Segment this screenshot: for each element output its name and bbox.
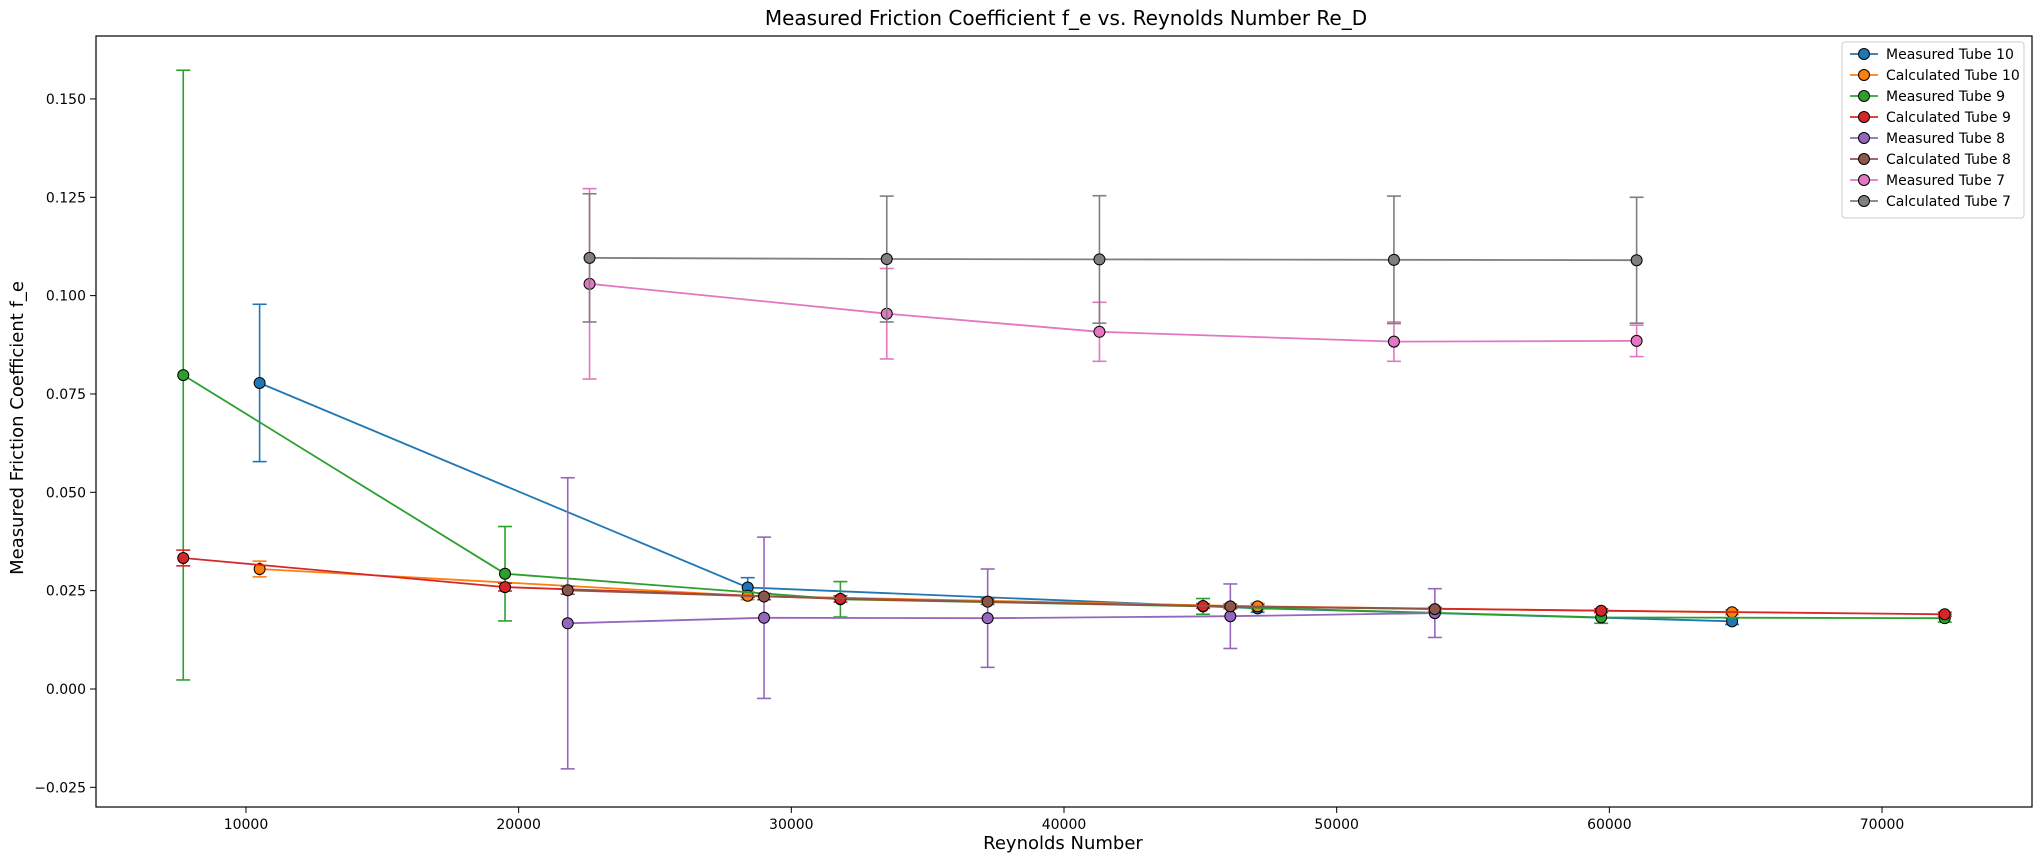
chart-title: Measured Friction Coefficient f_e vs. Re… — [765, 6, 1367, 30]
y-tick-label: 0.050 — [46, 485, 86, 501]
x-tick-label: 40000 — [1042, 817, 1087, 833]
series-2 — [176, 69, 1952, 681]
legend-marker — [1858, 69, 1870, 81]
series-line — [183, 557, 1945, 616]
data-point — [561, 617, 574, 630]
y-tick-label: 0.100 — [46, 289, 86, 305]
y-tick-label: 0.000 — [46, 682, 86, 698]
series-line — [567, 612, 1435, 625]
data-point — [1630, 334, 1643, 347]
series-line — [589, 282, 1637, 343]
legend-entry-6: Measured Tube 7 — [1850, 173, 2005, 189]
data-point — [1428, 603, 1441, 616]
y-tick-label: 0.125 — [46, 190, 86, 206]
y-tick-label: −0.025 — [34, 780, 86, 796]
legend-label: Measured Tube 9 — [1886, 89, 2005, 105]
legend-entry-4: Measured Tube 8 — [1850, 131, 2005, 147]
y-tick-label: 0.025 — [46, 584, 86, 600]
legend-label: Measured Tube 8 — [1886, 131, 2005, 147]
legend-box — [1841, 41, 2025, 219]
x-tick-label: 70000 — [1860, 817, 1905, 833]
legend-entry-0: Measured Tube 10 — [1850, 47, 2014, 63]
data-point — [1938, 608, 1951, 621]
x-tick-label: 10000 — [224, 817, 269, 833]
series-line — [259, 568, 1733, 614]
x-tick-label: 60000 — [1587, 817, 1632, 833]
data-point — [758, 590, 771, 603]
data-point — [1387, 253, 1400, 266]
legend-entry-7: Calculated Tube 7 — [1850, 194, 2011, 210]
data-point — [880, 253, 893, 266]
y-axis-label: Measured Friction Coefficient f_e — [7, 281, 28, 575]
legend-entry-3: Calculated Tube 9 — [1850, 110, 2011, 126]
x-axis-label: Reynolds Number — [983, 833, 1143, 854]
legend-label: Calculated Tube 9 — [1886, 110, 2011, 126]
series-6 — [582, 187, 1644, 380]
legend-marker — [1858, 153, 1870, 165]
data-point — [253, 376, 266, 389]
legend-label: Measured Tube 10 — [1886, 47, 2014, 63]
axes: 10000 20000 30000 40000 50000 60000 70000 −0.02… — [34, 35, 2033, 833]
legend-marker — [1858, 48, 1870, 60]
data-point — [1093, 325, 1106, 338]
x-tick-label: 50000 — [1314, 817, 1359, 833]
legend-marker — [1858, 195, 1870, 207]
data-point — [253, 563, 266, 576]
data-point — [177, 369, 190, 382]
data-point — [1595, 604, 1608, 617]
data-point — [1093, 253, 1106, 266]
legend-marker — [1858, 132, 1870, 144]
data-point — [561, 584, 574, 597]
legend-marker — [1858, 111, 1870, 123]
series-line — [589, 257, 1637, 262]
plot-area — [176, 69, 1952, 770]
legend-entry-5: Calculated Tube 8 — [1850, 152, 2011, 168]
series-3 — [176, 549, 1952, 621]
data-point — [583, 251, 596, 264]
y-tick-label: 0.075 — [46, 387, 86, 403]
series-4 — [560, 476, 1442, 770]
data-point — [981, 595, 994, 608]
data-point — [1630, 254, 1643, 267]
x-tick-label: 30000 — [769, 817, 814, 833]
y-tick-label: 0.150 — [46, 92, 86, 108]
legend: Measured Tube 10 Calculated Tube 10 Measur… — [1841, 41, 2025, 219]
x-tick-label: 20000 — [496, 817, 541, 833]
data-point — [1224, 600, 1237, 613]
series-5 — [560, 584, 1442, 616]
plot-frame — [95, 35, 2033, 808]
data-point — [1387, 335, 1400, 348]
series-0 — [252, 303, 1740, 628]
data-point — [981, 612, 994, 625]
series-7 — [582, 192, 1644, 325]
data-point — [499, 567, 512, 580]
legend-label: Calculated Tube 7 — [1886, 194, 2011, 210]
legend-entry-2: Measured Tube 9 — [1850, 89, 2005, 105]
legend-entry-1: Calculated Tube 10 — [1850, 68, 2020, 84]
legend-label: Calculated Tube 8 — [1886, 152, 2011, 168]
legend-label: Measured Tube 7 — [1886, 173, 2005, 189]
data-point — [758, 611, 771, 624]
data-point — [499, 581, 512, 594]
legend-marker — [1858, 174, 1870, 186]
data-point — [177, 551, 190, 564]
legend-marker — [1858, 90, 1870, 102]
legend-label: Calculated Tube 10 — [1886, 68, 2020, 84]
